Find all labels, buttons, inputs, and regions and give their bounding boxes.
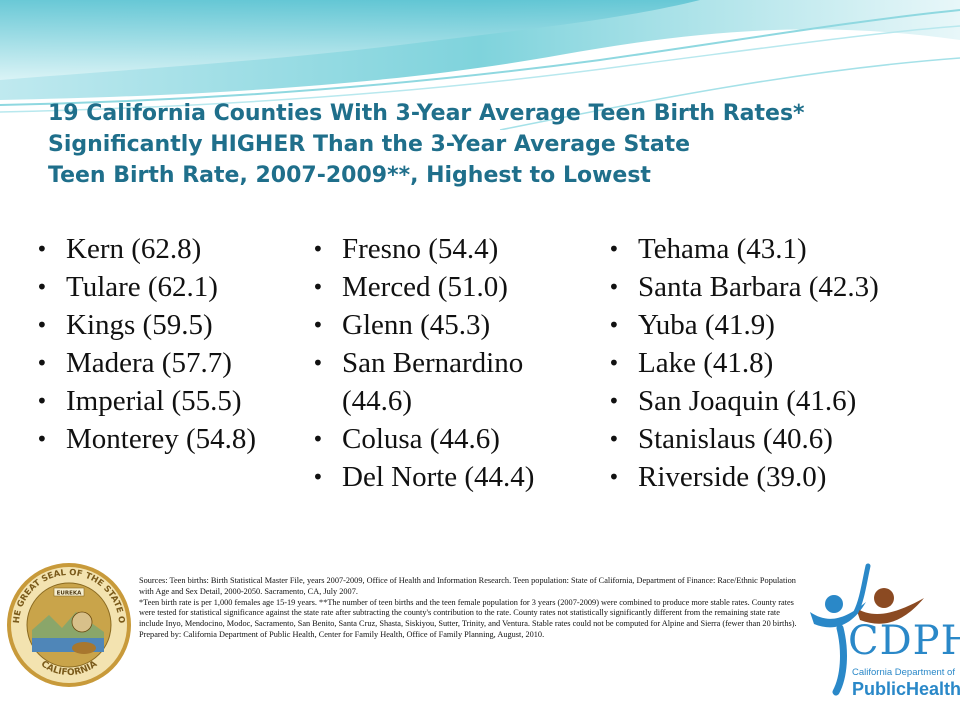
cdph-health-word: Health xyxy=(906,679,960,699)
county-item: San Bernardino (44.6) xyxy=(306,344,586,420)
title-line-3: Teen Birth Rate, 2007-2009**, Highest to… xyxy=(48,163,651,188)
sources-rate-note: *Teen birth rate is per 1,000 females ag… xyxy=(139,597,797,629)
county-item: Riverside (39.0) xyxy=(602,458,942,496)
slide-title: 19 California Counties With 3-Year Avera… xyxy=(48,98,928,191)
county-item: Del Norte (44.4) xyxy=(306,458,586,496)
wave-line-3 xyxy=(499,57,960,130)
county-item: Colusa (44.6) xyxy=(306,420,586,458)
cdph-department-line: California Department of xyxy=(852,667,955,678)
county-item: Fresno (54.4) xyxy=(306,230,586,268)
wave-front xyxy=(0,0,700,80)
title-line-1: 19 California Counties With 3-Year Avera… xyxy=(48,101,805,126)
county-item: Glenn (45.3) xyxy=(306,306,586,344)
county-item: Kern (62.8) xyxy=(30,230,270,268)
cdph-public-word: Public xyxy=(852,679,907,699)
county-item: Kings (59.5) xyxy=(30,306,270,344)
county-item: Santa Barbara (42.3) xyxy=(602,268,942,306)
county-item: Madera (57.7) xyxy=(30,344,270,382)
county-list-column-2: Fresno (54.4) Merced (51.0) Glenn (45.3)… xyxy=(306,230,586,496)
wave-line-1 xyxy=(0,9,960,106)
sources-prepared-by: Prepared by: California Department of Pu… xyxy=(139,629,545,639)
county-item: Yuba (41.9) xyxy=(602,306,942,344)
cdph-logo-icon xyxy=(810,563,924,696)
county-item: Tehama (43.1) xyxy=(602,230,942,268)
cdph-public-health-line: PublicHealth xyxy=(852,679,960,700)
county-item: Lake (41.8) xyxy=(602,344,942,382)
title-line-2: Significantly HIGHER Than the 3-Year Ave… xyxy=(48,132,691,157)
county-item: San Joaquin (41.6) xyxy=(602,382,942,420)
wave-line-2 xyxy=(0,25,960,113)
county-list-column-1: Kern (62.8) Tulare (62.1) Kings (59.5) M… xyxy=(30,230,270,458)
county-list-column-3: Tehama (43.1) Santa Barbara (42.3) Yuba … xyxy=(602,230,942,496)
county-item: Tulare (62.1) xyxy=(30,268,270,306)
sources-citation: Sources: Teen births: Birth Statistical … xyxy=(139,576,796,596)
seal-motto: EUREKA xyxy=(57,591,82,597)
county-item: Merced (51.0) xyxy=(306,268,586,306)
wave-header xyxy=(0,0,960,130)
cdph-abbreviation: CDPH xyxy=(848,618,960,664)
county-item: Monterey (54.8) xyxy=(30,420,270,458)
sources-footnote: Sources: Teen births: Birth Statistical … xyxy=(139,576,801,641)
county-item: Stanislaus (40.6) xyxy=(602,420,942,458)
california-seal-logo: THE GREAT SEAL OF THE STATE OF CALIFORNI… xyxy=(4,560,131,687)
county-item: Imperial (55.5) xyxy=(30,382,270,420)
